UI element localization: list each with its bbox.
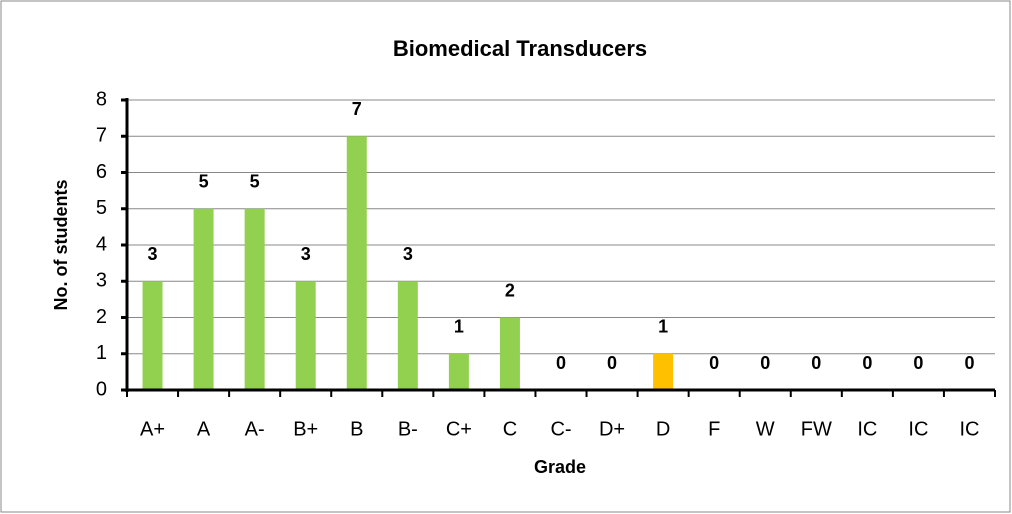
bar	[142, 281, 163, 390]
y-tick-label: 8	[96, 88, 107, 110]
data-label: 0	[709, 353, 719, 373]
x-tick-label: IC	[959, 418, 979, 440]
bar	[244, 208, 265, 390]
bar	[448, 353, 469, 390]
x-tick-label: C-	[550, 418, 571, 440]
data-label: 1	[454, 317, 464, 337]
data-label: 1	[658, 317, 668, 337]
x-tick-label: IC	[908, 418, 928, 440]
data-label: 5	[250, 172, 260, 192]
x-tick-label: D	[656, 418, 670, 440]
data-label: 3	[148, 244, 158, 264]
data-label: 7	[352, 99, 362, 119]
y-tick-label: 6	[96, 161, 107, 183]
x-tick-label: F	[708, 418, 720, 440]
y-axis-label: No. of students	[51, 180, 71, 311]
bar	[295, 281, 316, 390]
bar	[193, 208, 214, 390]
data-label: 0	[964, 353, 974, 373]
x-tick-label: A+	[140, 418, 165, 440]
data-label: 3	[403, 244, 413, 264]
chart-title: Biomedical Transducers	[393, 36, 647, 61]
data-label: 0	[556, 353, 566, 373]
data-label: 5	[199, 172, 209, 192]
x-tick-label: IC	[857, 418, 877, 440]
y-tick-label: 2	[96, 306, 107, 328]
data-label: 2	[505, 280, 515, 300]
data-label: 3	[301, 244, 311, 264]
x-tick-label: B	[350, 418, 363, 440]
data-label: 0	[760, 353, 770, 373]
y-tick-label: 0	[96, 378, 107, 400]
x-tick-label: A	[197, 418, 211, 440]
x-tick-label: D+	[599, 418, 625, 440]
y-tick-label: 4	[96, 233, 107, 255]
y-tick-label: 7	[96, 125, 107, 147]
x-tick-label: B+	[293, 418, 318, 440]
x-tick-label: C+	[446, 418, 472, 440]
bar	[397, 281, 418, 390]
y-tick-label: 3	[96, 270, 107, 292]
bar	[499, 317, 520, 390]
bar	[653, 353, 674, 390]
data-label: 0	[913, 353, 923, 373]
y-tick-label: 1	[96, 342, 107, 364]
bar	[346, 136, 367, 390]
x-axis-label: Grade	[534, 457, 586, 477]
x-tick-label: B-	[398, 418, 418, 440]
data-label: 0	[862, 353, 872, 373]
y-tick-label: 5	[96, 197, 107, 219]
x-tick-label: FW	[801, 418, 832, 440]
data-label: 0	[811, 353, 821, 373]
data-label: 0	[607, 353, 617, 373]
x-tick-label: W	[756, 418, 775, 440]
x-tick-label: A-	[245, 418, 265, 440]
x-tick-label: C	[503, 418, 517, 440]
